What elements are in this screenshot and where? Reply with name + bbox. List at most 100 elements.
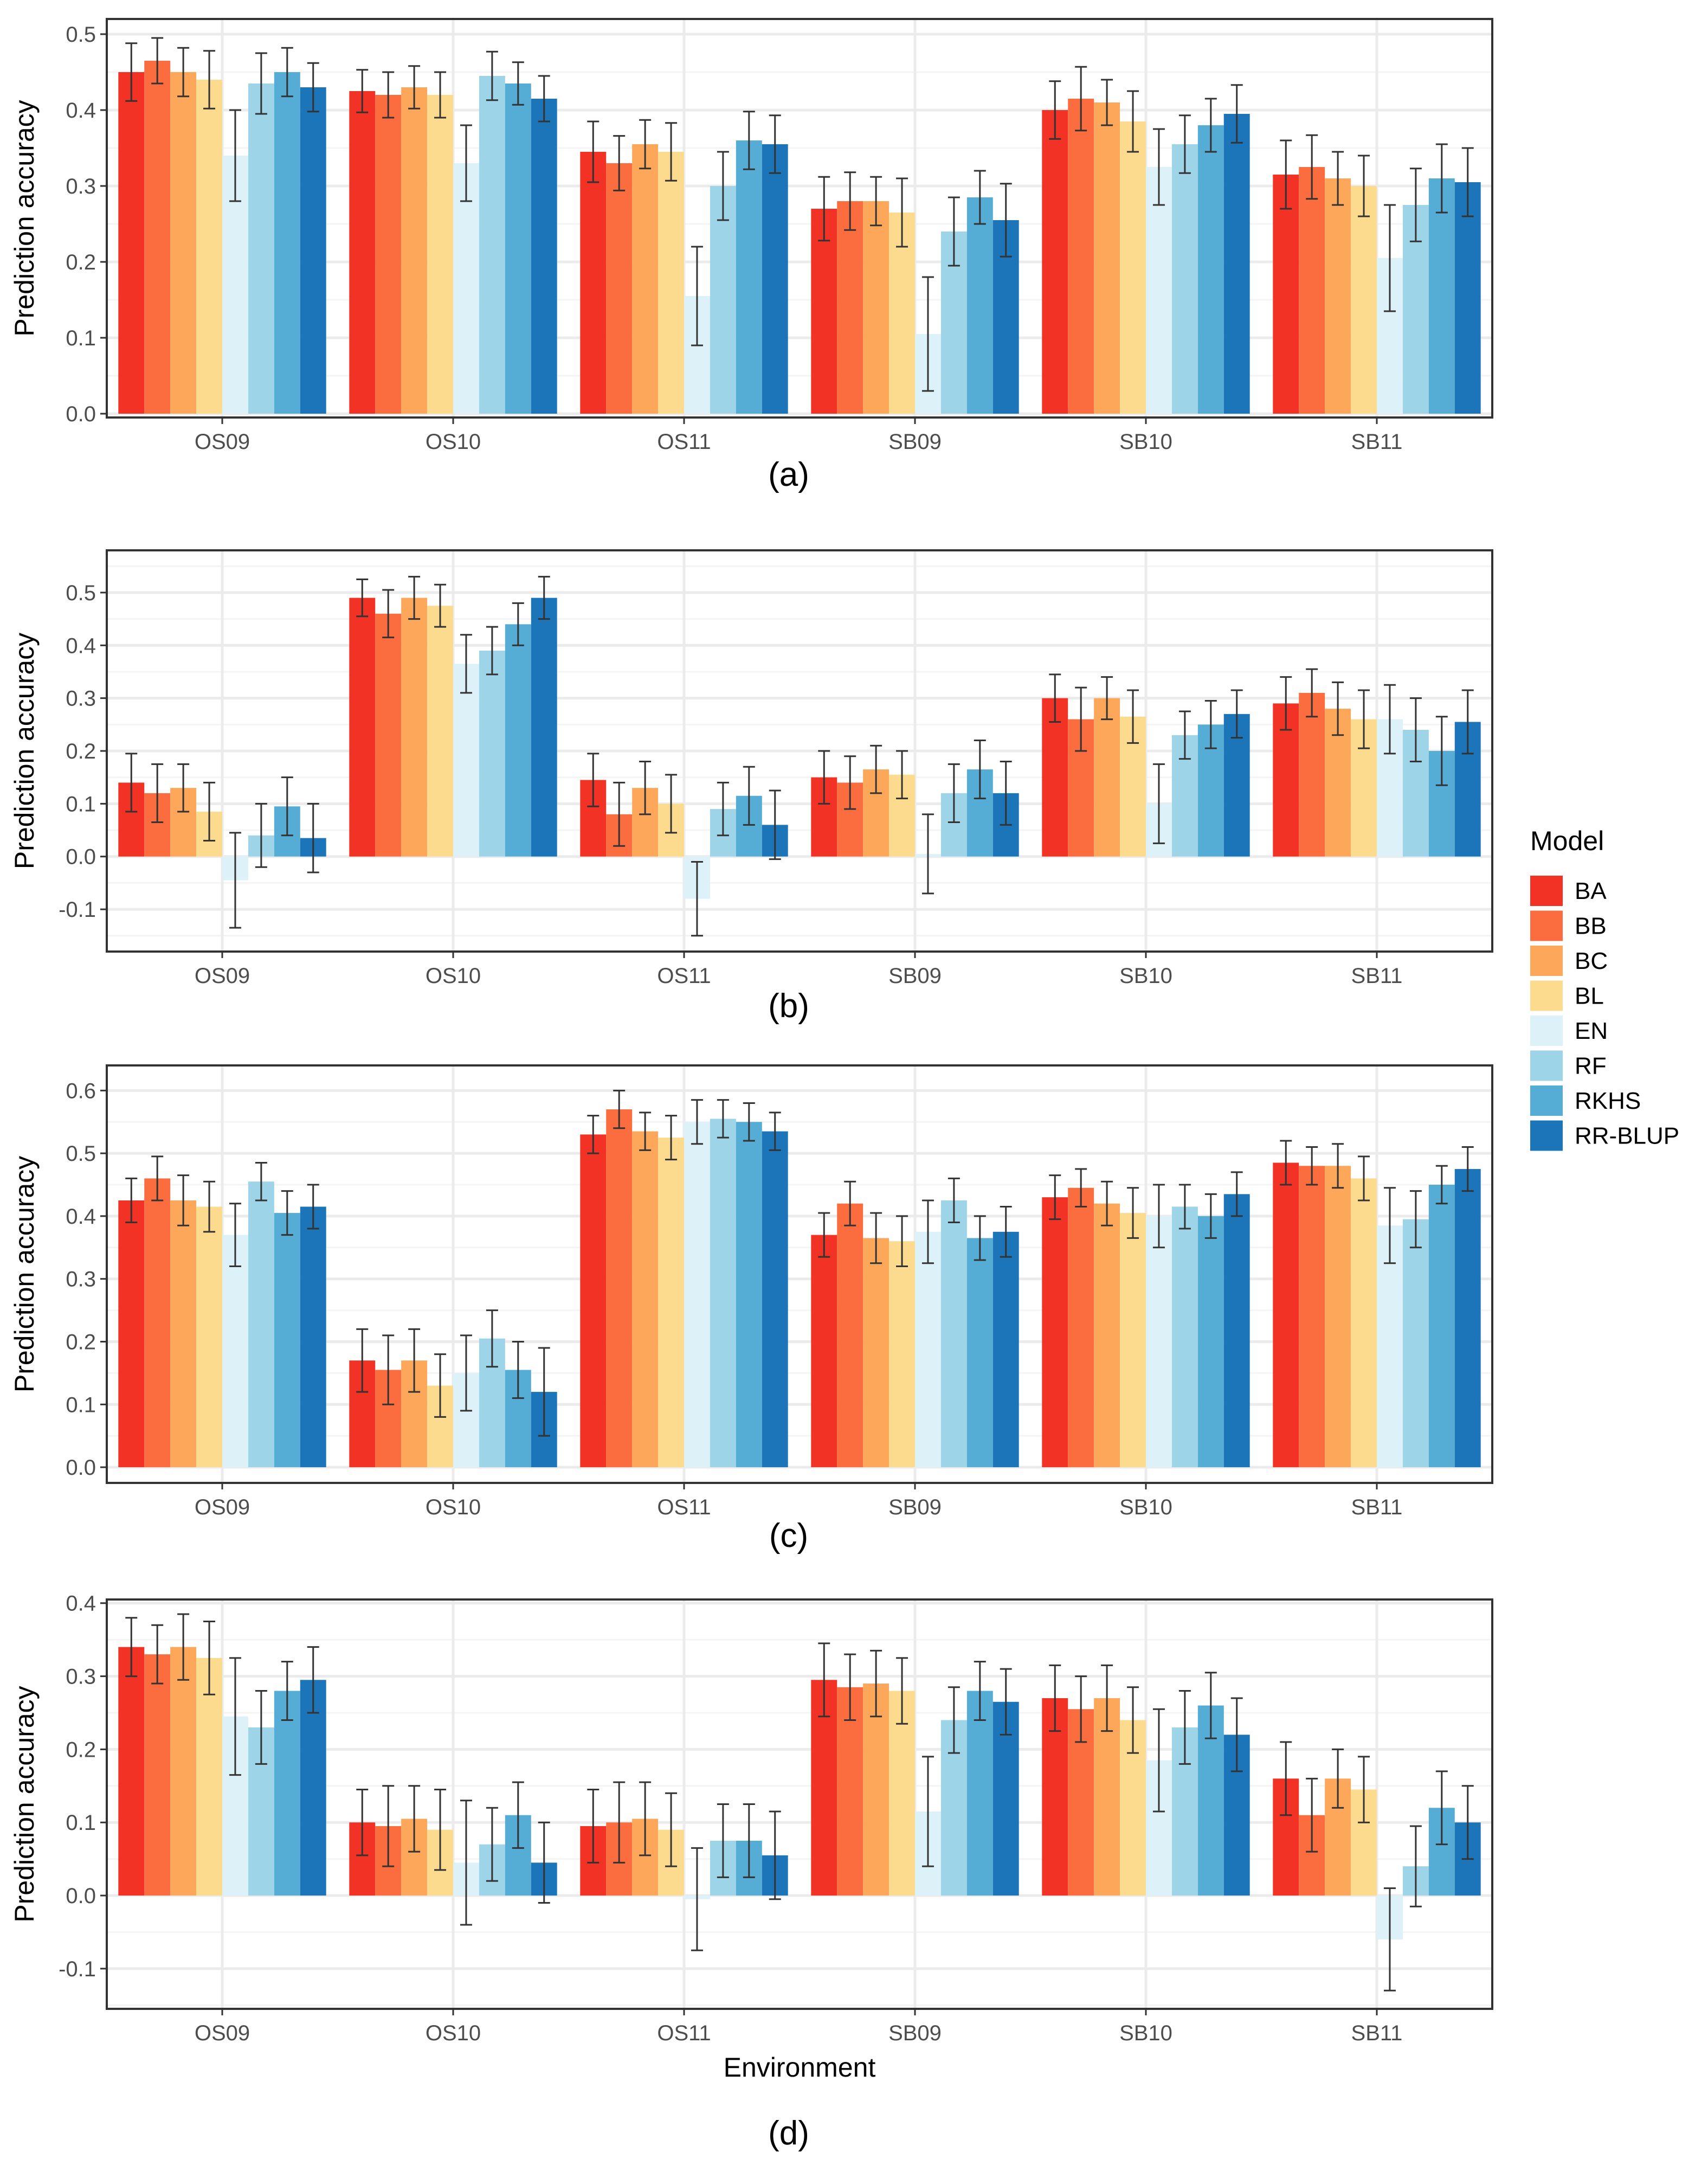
error-bar (1101, 676, 1113, 721)
error-bar (896, 177, 908, 248)
x-tick-label: SB09 (888, 2021, 942, 2045)
error-bar (460, 1800, 472, 1926)
bar-rr-blup-os11 (762, 1131, 788, 1468)
error-bar (434, 1353, 447, 1418)
y-tick-label: -0.1 (59, 1957, 96, 1981)
x-tick-label: SB10 (1119, 964, 1172, 988)
bar-rkhs-sb11 (1428, 1185, 1455, 1468)
bar-bl-sb10 (1120, 1213, 1146, 1468)
error-bar (818, 1212, 830, 1258)
y-axis-title: Prediction accuracy (9, 1686, 40, 1922)
error-bar (356, 1328, 369, 1393)
legend-item-bl: BL (1530, 980, 1604, 1011)
error-bar (1152, 763, 1165, 844)
error-bar (151, 37, 164, 85)
bar-bb-os09 (144, 1654, 171, 1896)
error-bar (921, 813, 934, 895)
error-bar (717, 1099, 729, 1139)
bar-rr-blup-sb11 (1454, 182, 1481, 414)
error-bar (1435, 1165, 1448, 1205)
error-bar (769, 1112, 781, 1151)
chart-panels: 0.0 0.1 0.2 0.3 0.4 0.5 OS09 OS10 OS11 SB09 SB10 SB… (9, 18, 1493, 2152)
error-bar (1204, 700, 1217, 749)
error-bar (1383, 1887, 1396, 1991)
error-bar (743, 1803, 755, 1878)
error-bar (1230, 1697, 1243, 1772)
error-bar (769, 1810, 781, 1900)
error-bar (151, 763, 164, 823)
x-tick-label: SB11 (1351, 964, 1403, 988)
error-bar (1409, 697, 1422, 762)
panel-3: 0.0 0.1 0.2 0.3 0.4 0.5 0.6 OS09 OS10 OS11 SB09 SB1… (9, 1064, 1493, 1554)
x-tick-label: OS11 (657, 2021, 711, 2045)
legend-label: BA (1575, 878, 1607, 904)
error-bar (356, 1789, 369, 1856)
bar-rf-os11 (710, 1119, 736, 1468)
error-bar (512, 1340, 524, 1399)
error-bar (229, 1657, 241, 1776)
bar-rkhs-sb10 (1197, 1216, 1224, 1468)
error-bar (691, 1099, 703, 1145)
panel-2: -0.1 0.0 0.1 0.2 0.3 0.4 0.5 OS09 OS10 OS11 SB09 SB… (9, 549, 1493, 1025)
error-bar (1306, 668, 1318, 718)
bar-rf-os11 (710, 186, 736, 414)
bar-bl-sb11 (1351, 186, 1377, 414)
bar-bl-os10 (427, 95, 453, 414)
error-bar (1049, 1664, 1061, 1732)
bar-bc-os11 (632, 144, 659, 414)
bar-rr-blup-os11 (762, 144, 788, 414)
error-bar (691, 246, 703, 346)
error-bar (1127, 90, 1139, 153)
y-tick-label: 0.4 (66, 1592, 96, 1616)
plot-area (107, 1065, 1492, 1483)
y-tick-label: 0.0 (66, 1456, 96, 1480)
error-bar (177, 1613, 190, 1681)
bar-bb-os10 (375, 95, 402, 414)
legend: Model BA BB BC BL EN RF RKHS RR-BLUP (1530, 826, 1679, 1151)
bar-ba-os11 (580, 1134, 607, 1468)
y-tick-label: 0.3 (66, 1268, 96, 1292)
error-bar (1409, 1190, 1422, 1249)
error-bar (639, 1781, 652, 1856)
bar-bl-sb11 (1351, 1178, 1377, 1468)
error-bar (1358, 1155, 1370, 1202)
legend-swatch (1530, 980, 1563, 1011)
error-bar (1358, 689, 1370, 749)
bar-en-os09 (222, 1235, 248, 1468)
bar-bl-os09 (196, 1206, 222, 1468)
error-bar (1127, 1686, 1139, 1754)
legend-swatch (1530, 876, 1563, 906)
error-bar (229, 1203, 241, 1268)
error-bar (743, 1102, 755, 1142)
error-bar (1306, 134, 1318, 200)
bar-rf-sb09 (940, 1200, 967, 1468)
error-bar (818, 750, 830, 805)
legend-label: BB (1575, 913, 1607, 940)
x-tick-label: OS10 (426, 2021, 481, 2045)
error-bar (1435, 1770, 1448, 1846)
bar-ba-sb10 (1042, 1197, 1068, 1468)
error-bar (870, 1212, 882, 1264)
y-tick-label: 0.2 (66, 1330, 96, 1354)
bar-rr-blup-os09 (300, 1680, 326, 1896)
panel-1: 0.0 0.1 0.2 0.3 0.4 0.5 OS09 OS10 OS11 SB09 SB10 SB… (9, 18, 1493, 493)
error-bar (486, 50, 498, 101)
x-tick-label: OS10 (426, 430, 481, 454)
legend-swatch (1530, 1016, 1563, 1046)
x-tick-label: OS09 (195, 1495, 250, 1519)
error-bar (408, 1785, 421, 1853)
error-bar (151, 1624, 164, 1685)
bar-bb-sb09 (837, 1203, 863, 1468)
error-bar (1332, 1143, 1344, 1189)
y-tick-label: 0.2 (66, 1738, 96, 1762)
bar-bc-sb10 (1094, 1203, 1120, 1468)
y-tick-label: 0.4 (66, 1205, 96, 1229)
y-tick-label: 0.5 (66, 23, 96, 47)
legend-item-en: EN (1530, 1016, 1608, 1046)
error-bar (1152, 1184, 1165, 1249)
error-bar (434, 71, 447, 119)
x-tick-label: SB09 (888, 1495, 942, 1519)
bar-bb-sb10 (1068, 1187, 1094, 1468)
y-axis-title: Prediction accuracy (9, 1156, 40, 1392)
error-bar (691, 860, 703, 937)
